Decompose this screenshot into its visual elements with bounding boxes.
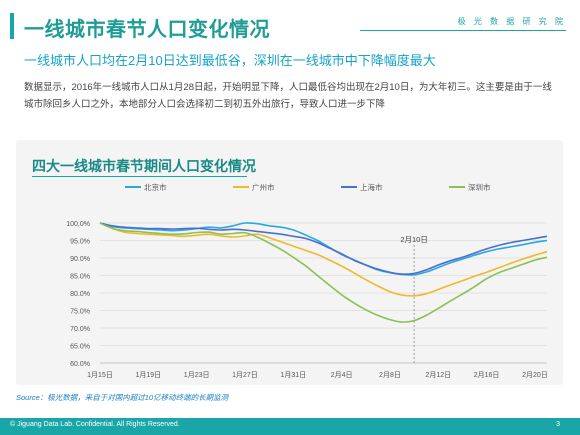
page-subtitle: 一线城市人口均在2月10日达到最低谷，深圳在一线城市中下降幅度最大 bbox=[24, 53, 436, 68]
series-line-1 bbox=[99, 222, 548, 276]
x-tick-label: 2月20日 bbox=[522, 371, 548, 379]
legend-label: 广州市 bbox=[252, 182, 275, 192]
legend-label: 深圳市 bbox=[468, 182, 491, 192]
footer-bar: © Jiguang Data Lab. Confidential. All Ri… bbox=[0, 418, 580, 435]
x-tick-label: 1月23日 bbox=[184, 371, 210, 379]
brand-label: 极 光 数 据 研 究 院 bbox=[457, 17, 566, 26]
y-tick-label: 65.0% bbox=[70, 344, 90, 351]
chart-panel bbox=[16, 140, 563, 385]
y-tick-label: 85.0% bbox=[70, 274, 90, 281]
y-tick-label: 95.0% bbox=[70, 239, 90, 246]
description-text: 数据显示，2016年一线城市人口从1月28日起，开始明显下降，人口最低谷均出现在… bbox=[24, 82, 552, 110]
x-tick-label: 2月8日 bbox=[379, 371, 401, 379]
y-tick-label: 80.0% bbox=[70, 291, 90, 298]
page-number: 3 bbox=[556, 421, 560, 428]
series-line-4 bbox=[99, 222, 548, 323]
source-note: Source：极光数据，来自于对国内超过10亿移动终端的长期监测 bbox=[16, 393, 229, 402]
y-tick-label: 100.0% bbox=[66, 221, 90, 228]
page-title: 一线城市春节人口变化情况 bbox=[24, 19, 270, 41]
series-line-3 bbox=[99, 222, 548, 275]
chart-title-underline bbox=[32, 176, 247, 177]
series-line-2 bbox=[99, 222, 548, 297]
footer-copyright: © Jiguang Data Lab. Confidential. All Ri… bbox=[10, 421, 180, 428]
title-accent-bar bbox=[10, 13, 14, 39]
legend-label: 上海市 bbox=[360, 182, 383, 192]
legend-label: 北京市 bbox=[144, 182, 167, 192]
x-tick-label: 1月31日 bbox=[280, 371, 306, 379]
x-tick-label: 2月4日 bbox=[331, 371, 353, 379]
y-tick-label: 75.0% bbox=[70, 309, 90, 316]
x-tick-label: 1月15日 bbox=[87, 371, 113, 379]
x-tick-label: 1月27日 bbox=[232, 371, 258, 379]
y-tick-label: 70.0% bbox=[70, 326, 90, 333]
annotation-label: 2月10日 bbox=[400, 235, 428, 244]
x-tick-label: 2月12日 bbox=[425, 371, 451, 379]
y-tick-label: 90.0% bbox=[70, 256, 90, 263]
x-tick-label: 1月19日 bbox=[135, 371, 161, 379]
brand-underline bbox=[360, 30, 566, 31]
y-tick-label: 60.0% bbox=[70, 361, 90, 368]
chart-title: 四大一线城市春节期间人口变化情况 bbox=[32, 158, 256, 174]
x-tick-label: 2月16日 bbox=[474, 371, 500, 379]
